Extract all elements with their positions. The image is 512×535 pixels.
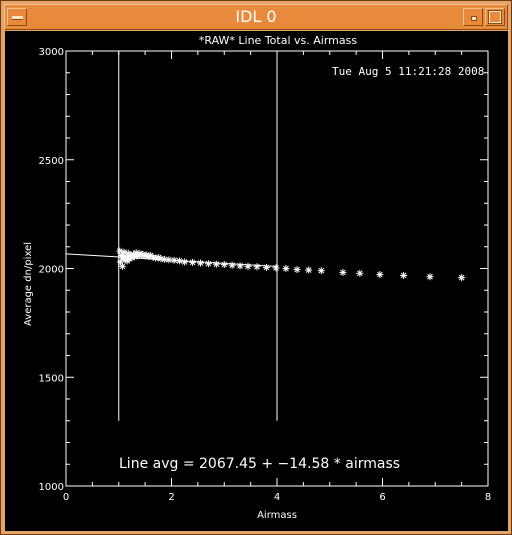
window-title: IDL 0 (235, 7, 277, 26)
window-menu-icon (12, 16, 23, 20)
asterisk-stroke (116, 248, 123, 254)
chart-title: *RAW* Line Total vs. Airmass (199, 34, 357, 47)
data-point (356, 269, 364, 277)
asterisk-stroke (221, 261, 228, 268)
asterisk-stroke (356, 270, 363, 277)
asterisk-stroke (155, 254, 162, 261)
asterisk-stroke (189, 259, 196, 266)
data-point (262, 263, 270, 271)
asterisk-stroke (119, 263, 126, 270)
data-point (305, 266, 313, 274)
data-point (244, 262, 252, 270)
timestamp: Tue Aug 5 11:21:28 2008 (332, 65, 484, 78)
data-point (293, 266, 301, 274)
plot-canvas: *RAW* Line Total vs. Airmass Tue Aug 5 1… (5, 31, 508, 531)
minimize-icon (471, 16, 477, 21)
asterisk-stroke (305, 267, 312, 273)
asterisk-stroke (245, 263, 251, 270)
asterisk-stroke (237, 263, 243, 269)
asterisk-stroke (294, 266, 300, 273)
asterisk-stroke (121, 249, 127, 256)
asterisk-stroke (197, 260, 204, 266)
y-tick-label: 1000 (39, 482, 64, 493)
data-point (426, 273, 434, 281)
asterisk-stroke (254, 263, 260, 270)
x-tick-label: 4 (274, 492, 280, 503)
data-point (189, 258, 197, 266)
asterisk-stroke (377, 271, 383, 278)
axes: 0 2 4 6 8 1000 1500 2000 2500 3000 (39, 47, 492, 503)
data-points (65, 247, 466, 282)
asterisk-stroke (171, 257, 177, 264)
data-point (118, 262, 126, 270)
fit-equation: Line avg = 2067.45 + −14.58 * airmass (119, 456, 400, 472)
asterisk-stroke (117, 259, 124, 265)
title-bar[interactable]: IDL 0 (4, 4, 508, 30)
maximize-icon (488, 10, 502, 24)
asterisk-stroke (318, 267, 325, 274)
data-point (181, 258, 189, 266)
asterisk-stroke (283, 265, 289, 272)
data-point (212, 260, 220, 268)
x-tick-label: 6 (379, 492, 385, 503)
data-point (272, 264, 280, 272)
data-point (458, 274, 466, 282)
data-point (317, 267, 325, 275)
minimize-button[interactable] (463, 8, 483, 26)
data-point (204, 260, 212, 268)
data-point (175, 257, 183, 265)
asterisk-stroke (213, 261, 220, 267)
data-point (197, 259, 205, 267)
asterisk-stroke (273, 265, 279, 271)
maximize-button[interactable] (485, 8, 505, 26)
data-point (339, 268, 347, 276)
asterisk-stroke (400, 272, 407, 279)
data-point (228, 261, 236, 269)
y-tick-label: 2000 (39, 265, 64, 276)
y-tick-label: 1500 (39, 373, 64, 384)
asterisk-stroke (263, 264, 270, 271)
asterisk-stroke (340, 269, 346, 276)
data-point (170, 256, 178, 264)
scatter-plot: *RAW* Line Total vs. Airmass Tue Aug 5 1… (23, 34, 492, 521)
asterisk-stroke (176, 258, 183, 264)
data-point (376, 271, 384, 279)
data-point (253, 263, 261, 271)
data-point (220, 261, 228, 269)
asterisk-stroke (150, 254, 156, 261)
asterisk-stroke (229, 262, 235, 269)
data-point (236, 262, 244, 270)
x-tick-label: 8 (485, 492, 491, 503)
asterisk-stroke (181, 259, 188, 265)
x-tick-label: 2 (168, 492, 174, 503)
y-tick-label: 3000 (39, 47, 64, 58)
window-menu-button[interactable] (7, 8, 27, 26)
data-point (400, 271, 408, 279)
y-axis-label: Average dn/pixel (23, 242, 34, 326)
x-axis-label: Airmass (257, 510, 297, 521)
asterisk-stroke (458, 274, 465, 281)
x-tick-label: 0 (63, 492, 69, 503)
asterisk-stroke (147, 252, 154, 259)
asterisk-stroke (166, 256, 172, 263)
data-point (282, 265, 290, 272)
asterisk-stroke (205, 260, 212, 267)
y-tick-label: 2500 (39, 156, 64, 167)
asterisk-stroke (427, 273, 433, 280)
